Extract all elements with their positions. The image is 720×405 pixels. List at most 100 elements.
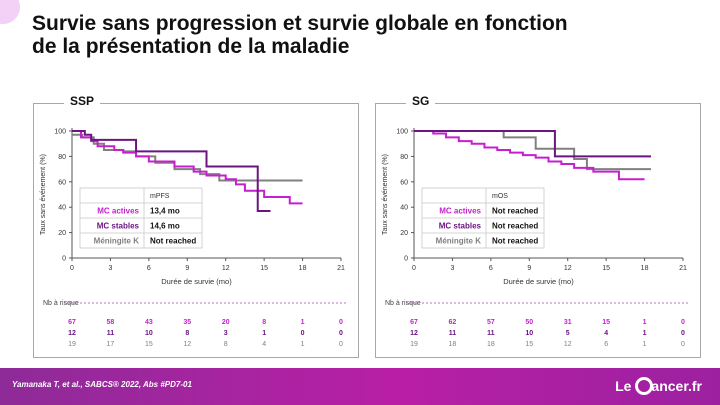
sg-x-tick-label: 0 [412,265,416,272]
sg-risk-value-meningite_k: 18 [487,341,495,348]
sg-risk-value-meningite_k: 0 [681,341,685,348]
ssp-risk-value-meningite_k: 8 [224,341,228,348]
ssp-y-tick-label: 0 [62,256,66,263]
sg-risk-value-mc_stables: 0 [681,330,685,337]
sg-inset-table-header: mOS [492,193,508,200]
ssp-risk-value-mc_stables: 10 [145,330,153,337]
ssp-y-tick-label: 60 [58,179,66,186]
sg-risk-value-meningite_k: 6 [604,341,608,348]
sg-risk-value-mc_stables: 11 [487,330,495,337]
ssp-inset-table-header: mPFS [150,193,170,200]
corner-decoration [0,0,20,24]
ssp-risk-value-meningite_k: 12 [183,341,191,348]
citation-text: Yamanaka T, et al., SABCS® 2022, Abs #PD… [12,380,192,389]
sg-y-tick-label: 40 [400,205,408,212]
sg-risk-value-mc_stables: 5 [566,330,570,337]
sg-legend-value-mc_stables: Not reached [492,222,538,231]
ssp-series-meningite_k-line [72,133,303,182]
ssp-y-tick-label: 100 [54,129,66,136]
ssp-series-mc_actives-line [72,130,303,205]
logo-text-rest: ancer.fr [651,378,702,394]
sg-panel-label: SG [406,93,436,109]
ssp-panel-label: SSP [64,93,101,109]
ssp-risk-value-mc_stables: 1 [262,330,266,337]
sg-risk-value-meningite_k: 18 [449,341,457,348]
ssp-risk-value-meningite_k: 17 [107,341,115,348]
sg-y-tick-label: 100 [396,129,408,136]
ssp-x-tick-label: 18 [299,265,307,272]
ssp-x-tick-label: 15 [260,265,268,272]
ssp-risk-value-mc_actives: 35 [183,319,191,326]
ssp-legend-label-mc_actives: MC actives [97,207,139,216]
ssp-risk-value-meningite_k: 1 [301,341,305,348]
sg-y-axis-title: Taux sans événement (%) [382,154,389,235]
sg-y-tick-label: 60 [400,179,408,186]
sg-risk-value-mc_stables: 11 [449,330,457,337]
sg-risk-value-mc_actives: 15 [602,319,610,326]
ssp-risk-value-meningite_k: 0 [339,341,343,348]
sg-series-mc_stables-line [414,130,651,158]
sg-y-tick-label: 0 [404,256,408,263]
ssp-risk-value-mc_actives: 1 [301,319,305,326]
ssp-risk-value-mc_actives: 8 [262,319,266,326]
sg-risk-value-mc_actives: 57 [487,319,495,326]
ssp-risk-value-meningite_k: 15 [145,341,153,348]
ssp-risk-value-mc_actives: 58 [107,319,115,326]
ssp-y-axis-title: Taux sans événement (%) [40,154,47,235]
ssp-x-tick-label: 3 [108,265,112,272]
ssp-risk-value-meningite_k: 4 [262,341,266,348]
sg-x-tick-label: 6 [489,265,493,272]
sg-x-axis-title: Durée de survie (mo) [503,277,574,286]
sg-x-tick-label: 18 [641,265,649,272]
sg-risk-title: Nb à risque [385,300,421,307]
sg-risk-value-mc_actives: 31 [564,319,572,326]
sg-risk-value-mc_stables: 12 [410,330,418,337]
ssp-y-tick-label: 20 [58,230,66,237]
sg-risk-value-meningite_k: 12 [564,341,572,348]
ssp-series-mc_stables-line [72,130,271,213]
ssp-risk-value-mc_actives: 0 [339,319,343,326]
ssp-risk-value-mc_stables: 0 [301,330,305,337]
sg-risk-value-meningite_k: 1 [643,341,647,348]
ssp-legend-value-mc_stables: 14,6 mo [150,222,180,231]
logo-ring-icon [635,377,654,395]
ssp-risk-value-mc_stables: 0 [339,330,343,337]
sg-y-tick-label: 20 [400,230,408,237]
title-line-2: de la présentation de la maladie [32,35,350,58]
ssp-risk-value-mc_stables: 8 [185,330,189,337]
sg-risk-value-mc_actives: 67 [410,319,418,326]
ssp-y-tick-label: 40 [58,205,66,212]
sg-x-tick-label: 12 [564,265,572,272]
ssp-legend-label-mc_stables: MC stables [97,222,140,231]
logo-text-le: Le [615,378,632,394]
sg-risk-value-mc_actives: 62 [449,319,457,326]
sg-legend-value-mc_actives: Not reached [492,207,538,216]
ssp-legend-value-mc_actives: 13,4 mo [150,207,180,216]
ssp-risk-value-mc_stables: 12 [68,330,76,337]
sg-legend-label-mc_stables: MC stables [439,222,482,231]
sg-risk-value-mc_stables: 4 [604,330,608,337]
title-line-1: Survie sans progression et survie global… [32,12,568,35]
sg-risk-value-meningite_k: 15 [525,341,533,348]
ssp-risk-value-mc_actives: 43 [145,319,153,326]
ssp-x-tick-label: 21 [337,265,345,272]
sg-risk-value-mc_stables: 10 [525,330,533,337]
ssp-risk-value-meningite_k: 19 [68,341,76,348]
sg-x-tick-label: 3 [450,265,454,272]
ssp-x-tick-label: 9 [185,265,189,272]
ssp-risk-value-mc_stables: 3 [224,330,228,337]
ssp-risk-value-mc_actives: 20 [222,319,230,326]
ssp-risk-value-mc_stables: 11 [107,330,115,337]
ssp-risk-value-mc_actives: 67 [68,319,76,326]
ssp-risk-title: Nb à risque [43,300,79,307]
sg-risk-value-mc_actives: 1 [643,319,647,326]
sg-risk-value-mc_actives: 0 [681,319,685,326]
slide-title: Survie sans progression et survie global… [32,12,672,58]
sg-series-mc_actives-line [414,130,645,181]
lecancer-logo: Le ancer.fr [615,375,702,397]
sg-legend-label-mc_actives: MC actives [439,207,481,216]
sg-legend-label-meningite_k: Méningite K [436,237,482,246]
sg-risk-value-mc_actives: 50 [525,319,533,326]
ssp-x-tick-label: 0 [70,265,74,272]
